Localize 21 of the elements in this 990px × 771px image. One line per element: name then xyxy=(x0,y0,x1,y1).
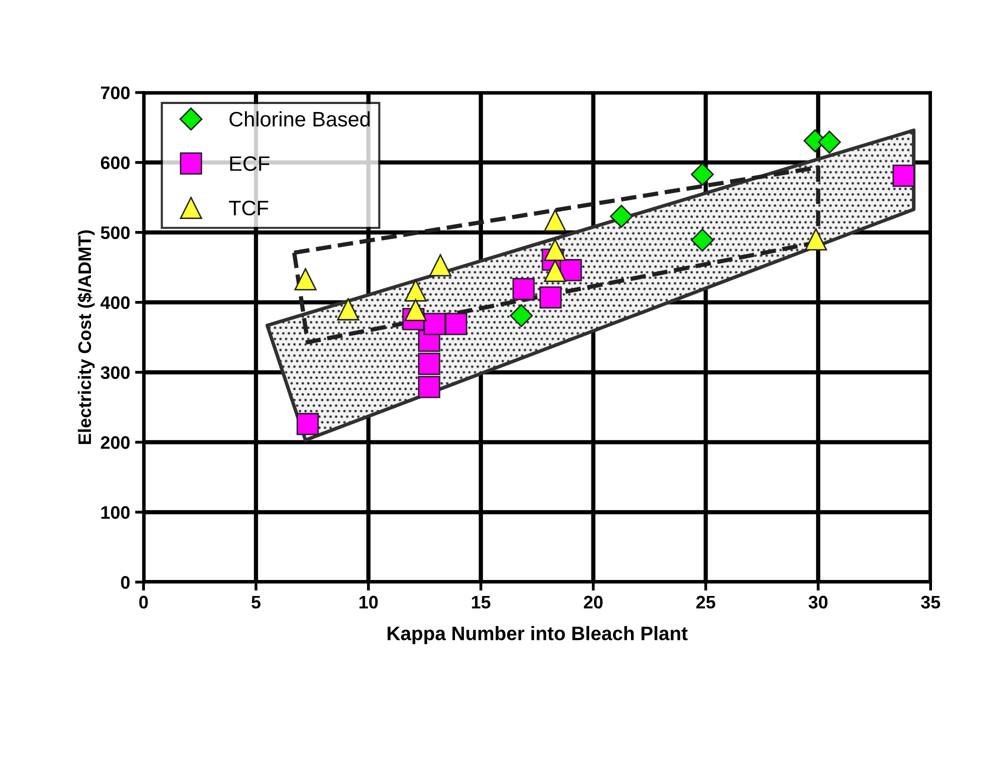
x-tick-label: 25 xyxy=(696,596,716,609)
y-axis-title: Electricity Cost ($/ADMT) xyxy=(78,230,95,444)
y-tick-label: 200 xyxy=(100,436,130,449)
x-axis-title: Kappa Number into Bleach Plant xyxy=(388,626,688,644)
y-tick-label: 0 xyxy=(121,576,130,589)
x-tick-label: 5 xyxy=(252,596,261,609)
y-tick-label: 700 xyxy=(101,86,130,100)
legend-label: TCF xyxy=(228,200,268,216)
x-tick-label: 10 xyxy=(360,596,378,609)
y-tick-label: 300 xyxy=(100,366,130,380)
x-tick-label: 30 xyxy=(808,596,828,609)
y-tick-label: 500 xyxy=(100,226,130,240)
x-tick-label: 35 xyxy=(920,596,940,609)
x-tick-label: 20 xyxy=(584,596,603,609)
y-tick-label: 600 xyxy=(100,156,130,170)
y-tick-label: 100 xyxy=(101,506,130,519)
y-tick-label: 400 xyxy=(100,296,130,310)
x-tick-label: 0 xyxy=(139,596,148,609)
x-tick-label: 15 xyxy=(472,596,490,609)
legend-label: Chlorine Based xyxy=(230,111,370,127)
legend-label: ECF xyxy=(230,156,270,171)
